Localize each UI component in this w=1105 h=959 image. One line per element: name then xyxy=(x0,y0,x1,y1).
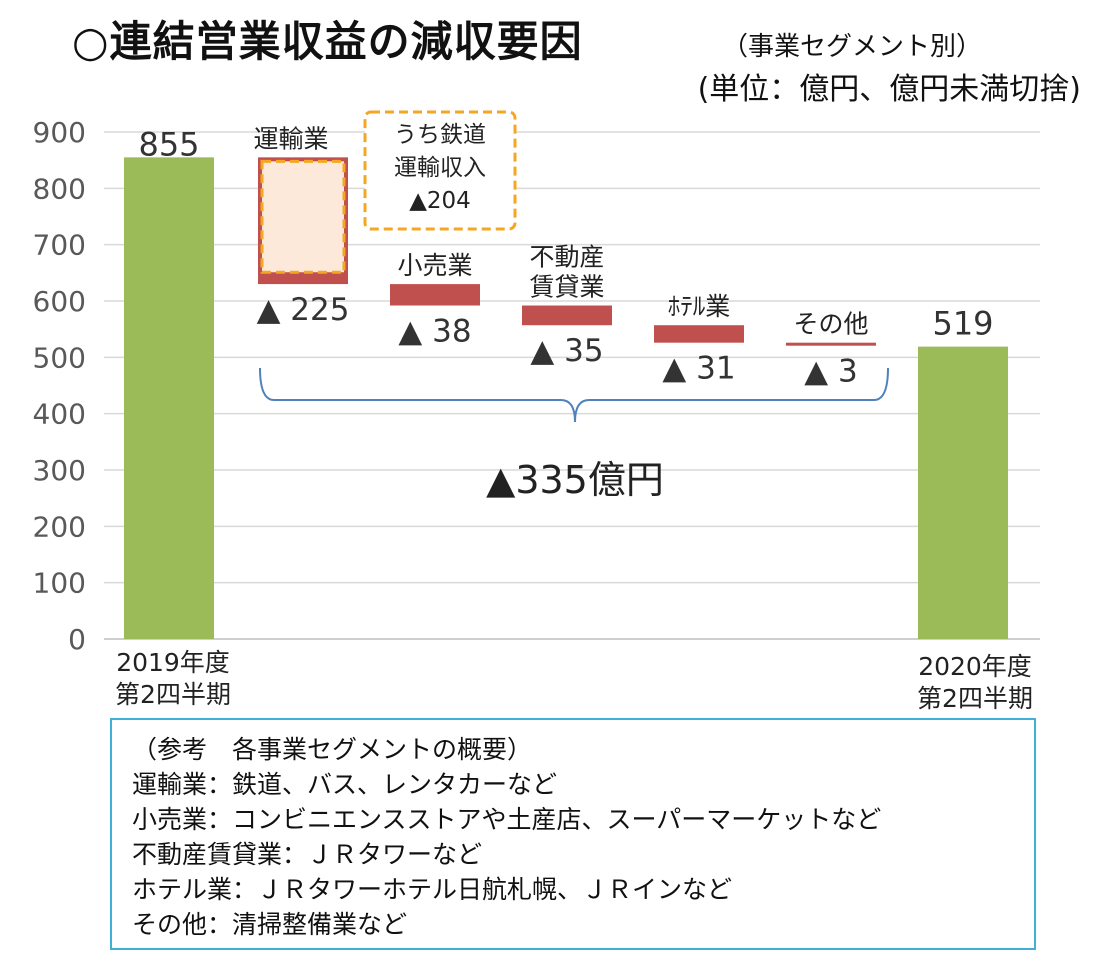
y-tick-label: 900 xyxy=(33,116,86,149)
y-tick-label: 200 xyxy=(33,510,86,543)
start-bar xyxy=(124,157,214,639)
decrease-value-label-transport: ▲ 225 xyxy=(257,292,350,328)
y-tick-label: 800 xyxy=(33,172,86,205)
start-value-label: 855 xyxy=(138,125,199,163)
end-value-label: 519 xyxy=(932,305,993,343)
y-tick-label: 500 xyxy=(33,341,86,374)
page-subtitle: （事業セグメント別） xyxy=(722,32,983,62)
decrease-bar-other xyxy=(786,342,876,346)
end-category-label: 2020年度第2四半期 xyxy=(917,652,1033,713)
page-title: ○連結営業収益の減収要因 xyxy=(72,17,583,66)
decrease-bar-realestate xyxy=(522,305,612,326)
notes-line-retail: 小売業：コンビニエンスストアや土産店、スーパーマーケットなど xyxy=(132,805,882,834)
segment-name-other: その他 xyxy=(793,310,868,339)
decrease-value-label-retail: ▲ 38 xyxy=(398,314,471,350)
waterfall-chart: 0 100 200 300 400 500 600 700 800 900 855 2019年度第2四… xyxy=(33,110,1040,713)
end-bar xyxy=(918,346,1008,639)
railway-callout-box xyxy=(363,110,517,231)
segment-name-hotel: ﾎﾃﾙ業 xyxy=(668,292,731,321)
notes-line-transport: 運輸業：鉄道、バス、レンタカーなど xyxy=(132,770,558,799)
decrease-bar-retail xyxy=(390,284,480,306)
segment-name-transport: 運輸業 xyxy=(253,124,328,153)
unit-note: (単位：億円、億円未満切捨) xyxy=(697,72,1081,107)
y-tick-label: 600 xyxy=(33,285,86,318)
decrease-value-label-realestate: ▲ 35 xyxy=(530,333,603,369)
decrease-value-label-hotel: ▲ 31 xyxy=(662,351,735,387)
notes-line-other: その他：清掃整備業など xyxy=(132,910,408,939)
total-decrease-label: ▲335億円 xyxy=(486,458,664,502)
railway-portion-box xyxy=(260,159,346,274)
segment-name-realestate: 不動産賃貸業 xyxy=(529,243,604,302)
total-brace xyxy=(259,367,889,423)
segment-name-retail: 小売業 xyxy=(397,251,472,280)
decrease-bar-hotel xyxy=(654,325,744,343)
start-category-label: 2019年度第2四半期 xyxy=(115,648,231,709)
segment-notes: （参考 各事業セグメントの概要） 運輸業：鉄道、バス、レンタカーなど 小売業：コ… xyxy=(110,718,1036,950)
y-tick-label: 400 xyxy=(33,398,86,431)
y-tick-label: 300 xyxy=(33,454,86,487)
railway-callout-text: うち鉄道運輸収入▲204 xyxy=(394,122,486,214)
y-tick-label: 700 xyxy=(33,229,86,262)
notes-line-realestate: 不動産賃貸業：ＪＲタワーなど xyxy=(132,840,483,869)
y-tick-label: 0 xyxy=(68,623,86,656)
notes-line-hotel: ホテル業：ＪＲタワーホテル日航札幌、ＪＲインなど xyxy=(132,875,733,904)
decrease-value-label-other: ▲ 3 xyxy=(804,354,857,390)
notes-heading: （参考 各事業セグメントの概要） xyxy=(132,735,533,764)
y-tick-label: 100 xyxy=(33,567,86,600)
